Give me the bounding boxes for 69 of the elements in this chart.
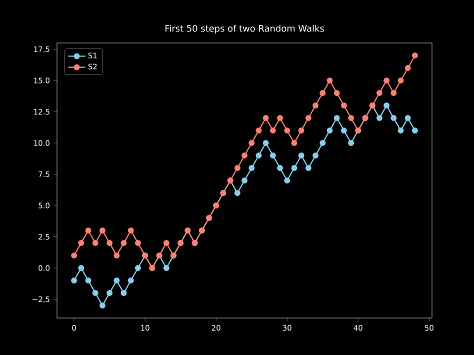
point [114,252,120,258]
point [291,140,298,146]
point [128,228,134,234]
point [312,102,319,108]
point [340,128,347,134]
point [305,165,312,171]
point [404,65,411,71]
point [298,152,304,158]
point [85,228,92,234]
point [71,252,78,258]
point [334,90,340,96]
point [163,265,170,271]
point [376,115,382,121]
point [92,240,98,246]
point [120,240,127,246]
point [334,115,340,121]
point [242,178,248,184]
point [106,240,113,246]
point [262,115,269,121]
point [348,115,354,121]
point [256,152,262,158]
point [114,278,120,284]
point [404,115,411,121]
point [384,78,390,84]
point [270,128,276,134]
point [134,240,141,246]
point [248,140,255,146]
point [398,128,404,134]
point [348,140,354,146]
chart-title: First 50 steps of two Random Walks [166,24,324,34]
point [384,102,390,108]
point [163,240,170,246]
point [85,278,92,284]
point [298,128,304,134]
point [78,240,84,246]
point [78,265,84,271]
point [248,165,255,171]
point [320,90,326,96]
point [256,128,262,134]
point [134,265,141,271]
point [71,278,78,284]
point [291,165,298,171]
point [120,290,127,296]
point [242,152,248,158]
point [128,278,134,284]
point [262,140,269,146]
point [305,115,312,121]
point [277,165,284,171]
point [99,228,106,234]
point [390,90,397,96]
point [106,290,113,296]
point [376,90,382,96]
point [412,128,418,134]
point [398,78,404,84]
point [412,52,418,58]
point [270,152,276,158]
point [277,115,284,121]
point [92,290,98,296]
point [99,302,106,308]
point [390,115,397,121]
point [340,102,347,108]
point [326,78,333,84]
point [284,128,290,134]
point [234,165,240,171]
point [326,128,333,134]
point [234,190,240,196]
point [312,152,319,158]
point [320,140,326,146]
point [284,178,290,184]
